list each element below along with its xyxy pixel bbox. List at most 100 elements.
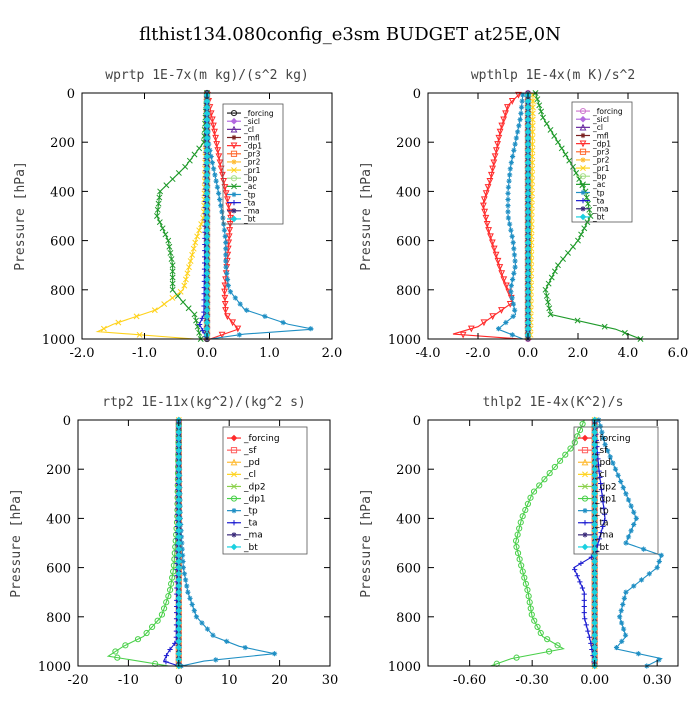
series-point — [524, 288, 532, 296]
series-point — [175, 472, 183, 479]
series-point — [203, 159, 211, 166]
series-point — [628, 503, 634, 509]
series-point — [242, 644, 248, 651]
series-point — [577, 579, 583, 585]
series-point — [223, 239, 229, 246]
series-point — [536, 482, 543, 489]
series-point — [185, 305, 192, 312]
series-point — [221, 288, 229, 296]
series-point — [492, 147, 500, 155]
series-point — [212, 172, 218, 178]
series-point — [548, 274, 555, 281]
series-point — [220, 177, 228, 185]
legend-marker — [230, 495, 238, 502]
series-point — [167, 580, 175, 587]
series-point — [223, 258, 229, 264]
series-point — [175, 613, 183, 621]
series-point — [122, 642, 129, 649]
legend-marker — [579, 148, 587, 155]
series-point — [591, 484, 598, 491]
legend-label: _mfl — [243, 133, 260, 142]
legend-label: _dp1 — [243, 141, 262, 150]
series-point — [203, 245, 211, 253]
series-point — [175, 441, 183, 448]
series-point — [197, 321, 203, 328]
series-point — [175, 638, 183, 645]
legend-label: _bt — [592, 213, 605, 222]
series-point — [508, 283, 514, 289]
panel-title: wprtp 1E-7x(m kg)/(s^2 kg) — [105, 68, 309, 83]
series-point — [154, 206, 161, 213]
y-tick-label: 400 — [396, 185, 421, 200]
series-point — [591, 422, 598, 430]
x-tick-label: -0.30 — [515, 673, 548, 688]
series-point — [524, 171, 532, 179]
series-point — [203, 208, 211, 216]
legend-marker — [231, 471, 237, 478]
series-point — [203, 239, 211, 246]
series-point — [514, 531, 521, 538]
series-point — [203, 196, 211, 203]
series-point — [224, 638, 230, 644]
x-tick-label: -4.0 — [415, 346, 440, 361]
series-point — [175, 545, 183, 553]
series-point — [543, 292, 550, 299]
series-point — [591, 650, 598, 658]
series-point — [180, 558, 186, 565]
series-point — [635, 651, 642, 657]
series-point — [180, 299, 186, 306]
series-point — [524, 319, 532, 326]
series-point — [579, 585, 586, 591]
y-tick-label: 400 — [46, 512, 71, 527]
series-point — [610, 460, 616, 466]
series-point — [509, 332, 515, 338]
series-point — [203, 214, 211, 222]
x-tick-label: 4.0 — [618, 346, 639, 361]
x-tick-label: 10 — [221, 673, 238, 688]
legend-marker — [231, 191, 237, 198]
series-point — [518, 110, 524, 117]
legend-marker — [231, 520, 237, 526]
series-point — [555, 139, 561, 146]
series-point — [618, 478, 624, 485]
legend-label: _ma — [243, 207, 260, 216]
legend-label: _tp — [243, 506, 258, 516]
series-point — [601, 511, 608, 517]
series-point — [237, 301, 243, 307]
series-point — [172, 640, 178, 646]
series-point — [591, 576, 598, 584]
series-point — [179, 552, 186, 558]
x-tick-label: 1.0 — [259, 346, 280, 361]
legend-label: _forcing — [243, 434, 280, 444]
series-point — [567, 445, 574, 452]
series-point — [203, 257, 211, 265]
legend-label: _forcing — [243, 109, 274, 118]
series-point — [163, 599, 170, 606]
series-point — [510, 153, 516, 160]
series-point — [524, 263, 532, 271]
series-point — [529, 104, 536, 111]
x-tick-label: 20 — [271, 673, 288, 688]
y-tick-label: 0 — [413, 87, 421, 102]
series-point — [524, 208, 532, 216]
series-point — [165, 237, 172, 244]
series-tp — [495, 92, 526, 340]
series-point — [646, 571, 652, 577]
series-point — [227, 289, 234, 295]
series-point — [591, 644, 598, 651]
y-tick-label: 200 — [46, 463, 71, 478]
series-point — [508, 227, 514, 233]
panel-2: wpthlp 1E-4x(m K)/s^2 Pressure [hPa] -4.0 -… — [359, 68, 688, 361]
series-point — [175, 533, 183, 541]
legend-marker — [581, 447, 589, 454]
legend-label: _dp2 — [594, 482, 617, 492]
series-point — [508, 98, 516, 105]
series-point — [221, 227, 228, 233]
series-point — [191, 151, 198, 158]
legend-frame — [222, 426, 308, 555]
series-point — [510, 239, 516, 246]
series-point — [556, 457, 564, 464]
series-point — [623, 540, 629, 546]
series-point — [175, 558, 183, 565]
series-point — [591, 428, 598, 436]
